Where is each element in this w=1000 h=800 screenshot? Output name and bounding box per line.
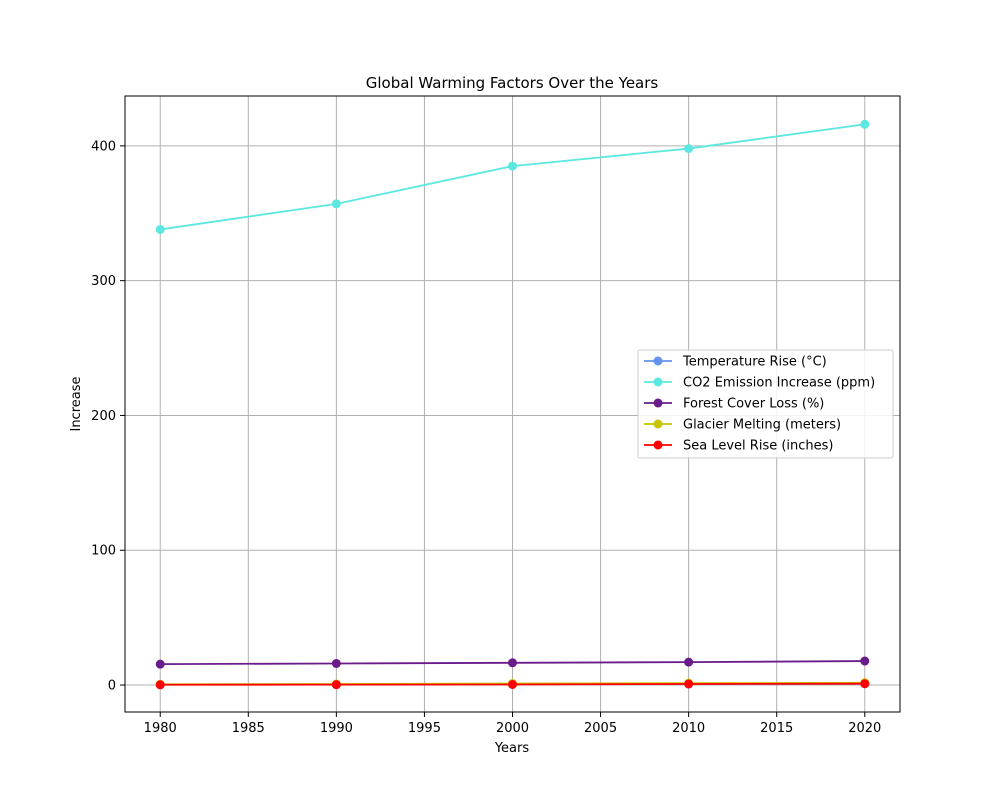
data-point xyxy=(684,679,694,689)
data-point xyxy=(331,680,341,690)
data-point xyxy=(860,679,870,689)
legend-label: Glacier Melting (meters) xyxy=(683,418,841,433)
data-point xyxy=(331,658,341,668)
data-point xyxy=(508,658,517,668)
legend-swatch-marker xyxy=(653,440,663,450)
x-tick-label: 1985 xyxy=(232,721,265,736)
data-point xyxy=(155,659,165,669)
series-layer xyxy=(155,119,870,690)
legend-entry: Temperature Rise (°C) xyxy=(644,355,827,370)
x-tick-label: 2020 xyxy=(848,721,881,736)
legend-entry: CO2 Emission Increase (ppm) xyxy=(644,376,875,391)
legend: Temperature Rise (°C) CO2 Emission Increa… xyxy=(637,349,894,459)
legend-swatch-marker xyxy=(653,356,663,366)
x-tick-label: 1990 xyxy=(320,721,353,736)
legend-label: Sea Level Rise (inches) xyxy=(683,439,834,454)
x-tick-label: 2010 xyxy=(672,721,705,736)
series-4 xyxy=(155,679,870,690)
y-axis-label: Increase xyxy=(69,376,84,431)
data-point xyxy=(508,161,517,171)
data-point xyxy=(684,144,694,154)
legend-swatch-marker xyxy=(653,398,663,408)
chart-title: Global Warming Factors Over the Years xyxy=(366,74,659,92)
y-tick-label: 200 xyxy=(91,409,116,424)
legend-entry: Glacier Melting (meters) xyxy=(644,418,841,433)
x-tick-label: 2000 xyxy=(496,721,529,736)
legend-swatch-marker xyxy=(653,419,663,429)
x-tick-label: 1995 xyxy=(408,721,441,736)
data-point xyxy=(155,680,165,690)
x-axis-ticks: 1980 1985 1990 1995 2000 2005 2010 2015 2020 xyxy=(144,712,881,736)
y-tick-label: 300 xyxy=(91,274,116,289)
data-point xyxy=(331,199,341,209)
y-tick-label: 400 xyxy=(91,139,116,154)
legend-swatch-marker xyxy=(653,377,663,387)
series-1 xyxy=(155,119,870,234)
x-tick-label: 2015 xyxy=(760,721,793,736)
data-point xyxy=(860,656,870,666)
legend-entry: Sea Level Rise (inches) xyxy=(644,439,834,454)
x-axis-label: Years xyxy=(494,741,530,756)
data-point xyxy=(684,657,694,667)
legend-box xyxy=(637,349,894,459)
data-point xyxy=(860,119,870,129)
x-tick-label: 2005 xyxy=(584,721,617,736)
data-point xyxy=(155,224,165,234)
legend-entry: Forest Cover Loss (%) xyxy=(644,397,824,412)
data-point xyxy=(508,680,517,690)
y-tick-label: 0 xyxy=(108,679,116,694)
legend-label: CO2 Emission Increase (ppm) xyxy=(683,376,875,391)
y-tick-label: 100 xyxy=(91,544,116,559)
legend-label: Temperature Rise (°C) xyxy=(682,355,827,370)
series-2 xyxy=(155,656,870,669)
y-axis-ticks: 0 100 200 300 400 xyxy=(91,139,125,694)
legend-label: Forest Cover Loss (%) xyxy=(683,397,824,412)
x-tick-label: 1980 xyxy=(144,721,177,736)
